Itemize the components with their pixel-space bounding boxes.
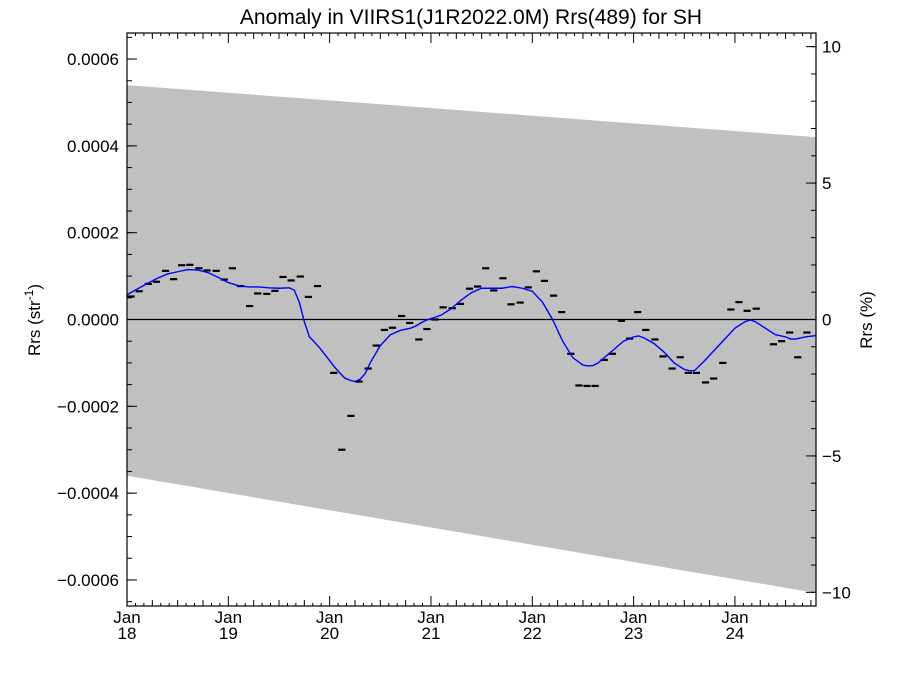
right-tick-label: 5 [822,174,831,193]
left-axis-title: Rrs (str-1) [22,284,44,356]
x-tick-label-month: Jan [721,608,748,627]
right-tick-label: −5 [822,447,841,466]
x-tick-label-year: 19 [219,624,238,643]
right-y-axis: 10 5 0 −5 −10 [806,38,851,602]
x-tick-label-year: 21 [422,624,441,643]
smoothed-anomaly-line [126,268,817,383]
x-tick-label-year: 20 [320,624,339,643]
left-tick-label: −0.0004 [57,484,119,503]
chart-title: Anomaly in VIIRS1(J1R2022.0M) Rrs(489) f… [240,6,702,29]
uncertainty-band [127,85,816,593]
right-tick-label: 0 [822,311,831,330]
x-tick-label-month: Jan [215,608,242,627]
left-axis-title-close: ) [25,284,44,290]
left-y-axis: 0.0006 0.0004 0.0002 0.0000 −0.0002 −0.0004 −0… [57,36,137,603]
uncertainty-band-layer [127,85,816,593]
x-tick-label-year: 18 [118,624,137,643]
x-tick-label-year: 24 [725,624,744,643]
left-tick-label: 0.0002 [67,224,119,243]
x-tick-label-month: Jan [113,608,140,627]
left-tick-label: −0.0002 [57,397,119,416]
left-tick-label: 0.0000 [67,311,119,330]
left-tick-label: −0.0006 [57,571,119,590]
left-axis-title-text: Rrs (str [25,300,44,356]
right-tick-label: 10 [822,38,841,57]
right-tick-label: −10 [822,583,851,602]
x-tick-label-year: 23 [624,624,643,643]
left-tick-label: 0.0004 [67,137,119,156]
x-tick-label-month: Jan [519,608,546,627]
x-tick-label-year: 22 [523,624,542,643]
left-axis-title-superscript: -1 [22,289,36,300]
x-tick-label-month: Jan [316,608,343,627]
x-tick-label-month: Jan [417,608,444,627]
left-tick-label: 0.0006 [67,50,119,69]
right-axis-title: Rrs (%) [857,291,876,349]
monthly-anomaly-marks [127,263,811,451]
x-tick-label-month: Jan [620,608,647,627]
